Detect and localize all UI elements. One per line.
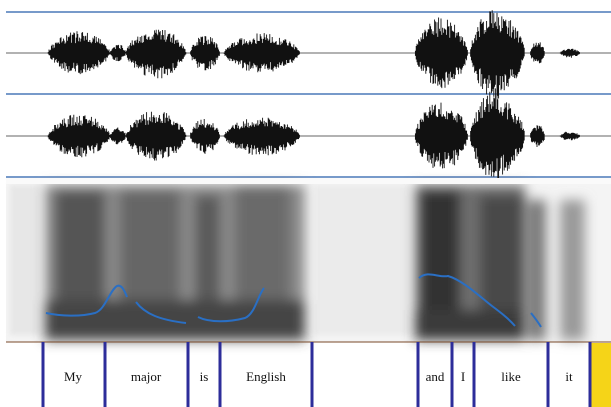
spectrogram (6, 178, 611, 342)
waveform-trace (47, 10, 580, 99)
word: and (426, 369, 445, 384)
word: major (131, 369, 162, 384)
waveform-trace (47, 88, 580, 182)
word: it (565, 369, 573, 384)
word: like (501, 369, 521, 384)
selection (590, 343, 611, 407)
word: is (200, 369, 209, 384)
waveform (47, 88, 580, 182)
word: I (461, 369, 465, 384)
word: English (246, 369, 286, 384)
waveform (47, 10, 580, 99)
pitch-contour (45, 273, 542, 328)
tier-boundaries (41, 342, 592, 407)
word: My (64, 369, 83, 384)
